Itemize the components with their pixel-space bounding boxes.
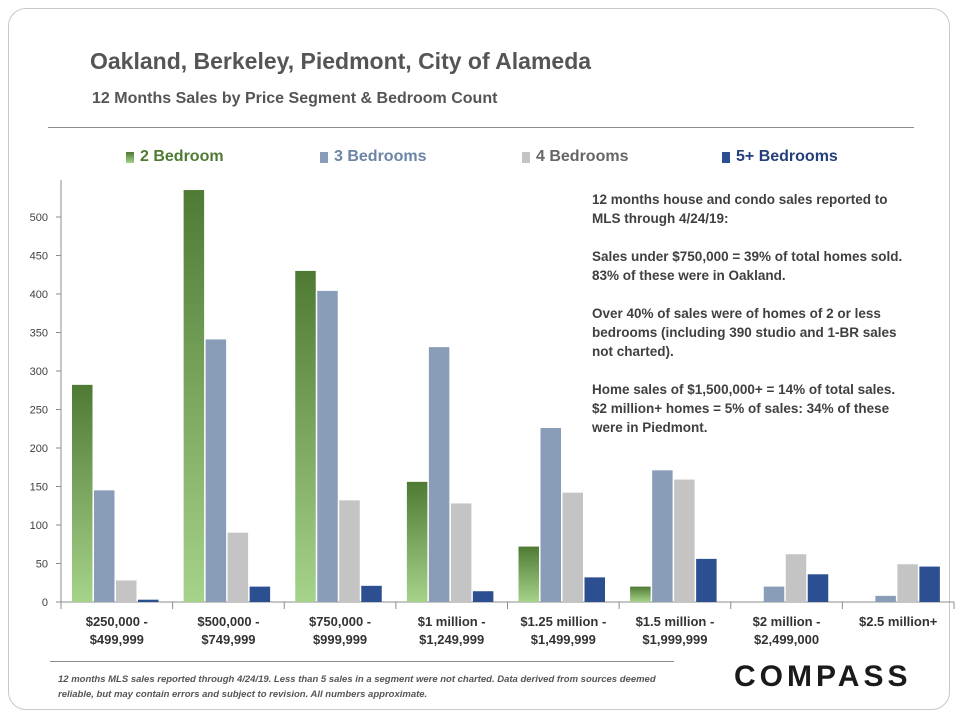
legend-swatch-5plus-bedrooms <box>722 151 730 163</box>
bar-3-bedrooms-0 <box>94 490 115 602</box>
y-tick-label: 100 <box>30 520 48 532</box>
legend-swatch-2-bedroom <box>126 151 134 163</box>
header-divider <box>48 127 914 128</box>
bar-4-bedrooms-2 <box>339 500 360 602</box>
x-category-label: $2,499,000 <box>754 632 819 647</box>
y-tick-label: 450 <box>30 251 48 263</box>
bar-5-bedrooms-3 <box>472 591 494 602</box>
bar-2-bedroom-3 <box>406 481 428 602</box>
x-category-label: $250,000 - <box>86 614 148 629</box>
bar-5-bedrooms-0 <box>138 599 159 602</box>
legend-label-2-bedroom: 2 Bedroom <box>140 148 224 165</box>
bar-5-bedrooms-7 <box>919 566 940 602</box>
bar-4-bedrooms-3 <box>450 503 472 602</box>
x-category-label: $1,999,999 <box>642 632 707 647</box>
bar-3-bedrooms-3 <box>428 347 450 602</box>
bar-4-bedrooms-7 <box>897 564 918 602</box>
footnote: 12 months MLS sales reported through 4/2… <box>58 674 656 700</box>
compass-logo: COMPASS <box>734 660 912 693</box>
bar-5-bedrooms-6 <box>807 574 829 602</box>
y-tick-label: 0 <box>42 597 48 609</box>
chart-title: Oakland, Berkeley, Piedmont, City of Ala… <box>90 48 592 74</box>
chart-subtitle: 12 Months Sales by Price Segment & Bedro… <box>92 90 498 107</box>
legend-swatch-4-bedrooms <box>522 151 530 163</box>
footer-divider <box>50 661 674 662</box>
bar-5-bedrooms-5 <box>696 558 717 602</box>
bar-3-bedrooms-1 <box>205 339 227 602</box>
legend-item-3-bedrooms: 3 Bedrooms <box>320 148 426 166</box>
y-tick-label: 50 <box>36 559 48 571</box>
bar-3-bedrooms-6 <box>763 586 785 602</box>
y-tick-label: 300 <box>30 366 48 378</box>
bar-2-bedroom-5 <box>630 586 651 602</box>
x-category-label: $1.25 million - <box>520 614 606 629</box>
legend-label-4-bedrooms: 4 Bedrooms <box>536 148 629 165</box>
x-category-label: $1.5 million - <box>636 614 715 629</box>
annotation-paragraph-2: Sales under $750,000 = 39% of total home… <box>592 249 903 283</box>
annotation-paragraph-1: 12 months house and condo sales reported… <box>592 192 888 226</box>
x-category-label: $749,999 <box>201 632 255 647</box>
x-category-label: $1,249,999 <box>419 632 484 647</box>
bar-5-bedrooms-4 <box>584 577 605 602</box>
slide-frame <box>8 8 950 710</box>
y-tick-label: 250 <box>30 405 48 417</box>
bar-2-bedroom-1 <box>183 190 205 603</box>
x-category-label: $999,999 <box>313 632 367 647</box>
y-tick-label: 200 <box>30 443 48 455</box>
bar-5-bedrooms-1 <box>249 586 271 602</box>
x-category-label: $750,000 - <box>309 614 371 629</box>
bar-4-bedrooms-6 <box>785 554 807 602</box>
bar-3-bedrooms-5 <box>652 470 673 602</box>
x-category-label: $2.5 million+ <box>859 614 938 629</box>
x-category-label: $1 million - <box>418 614 486 629</box>
legend-item-4-bedrooms: 4 Bedrooms <box>522 148 628 166</box>
bar-4-bedrooms-1 <box>227 532 249 602</box>
legend-label-3-bedrooms: 3 Bedrooms <box>334 148 427 165</box>
legend-item-5plus-bedrooms: 5+ Bedrooms <box>722 148 838 166</box>
y-tick-label: 500 <box>30 212 48 224</box>
bar-3-bedrooms-7 <box>875 595 896 602</box>
annotation-paragraph-4: Home sales of $1,500,000+ = 14% of total… <box>592 382 896 435</box>
bar-2-bedroom-4 <box>518 546 539 602</box>
bar-4-bedrooms-0 <box>116 580 137 602</box>
bar-2-bedroom-2 <box>295 270 316 602</box>
legend-item-2-bedroom: 2 Bedroom <box>126 148 224 166</box>
x-category-label: $2 million - <box>753 614 821 629</box>
bar-4-bedrooms-4 <box>562 492 583 602</box>
legend: 2 Bedroom 3 Bedrooms 4 Bedrooms 5+ Bedro… <box>0 148 960 170</box>
legend-swatch-3-bedrooms <box>320 151 328 163</box>
annotation-box: 12 months house and condo sales reported… <box>592 190 912 456</box>
y-tick-label: 150 <box>30 482 48 494</box>
bar-3-bedrooms-4 <box>540 427 561 602</box>
y-tick-label: 350 <box>30 328 48 340</box>
x-category-label: $500,000 - <box>197 614 259 629</box>
legend-label-5plus-bedrooms: 5+ Bedrooms <box>736 148 838 165</box>
annotation-paragraph-3: Over 40% of sales were of homes of 2 or … <box>592 306 897 359</box>
x-category-label: $1,499,999 <box>531 632 596 647</box>
y-tick-label: 400 <box>30 289 48 301</box>
bar-2-bedroom-0 <box>72 384 93 602</box>
bar-3-bedrooms-2 <box>317 290 338 602</box>
bar-4-bedrooms-5 <box>674 479 695 602</box>
bar-5-bedrooms-2 <box>361 585 382 602</box>
x-category-label: $499,999 <box>90 632 144 647</box>
